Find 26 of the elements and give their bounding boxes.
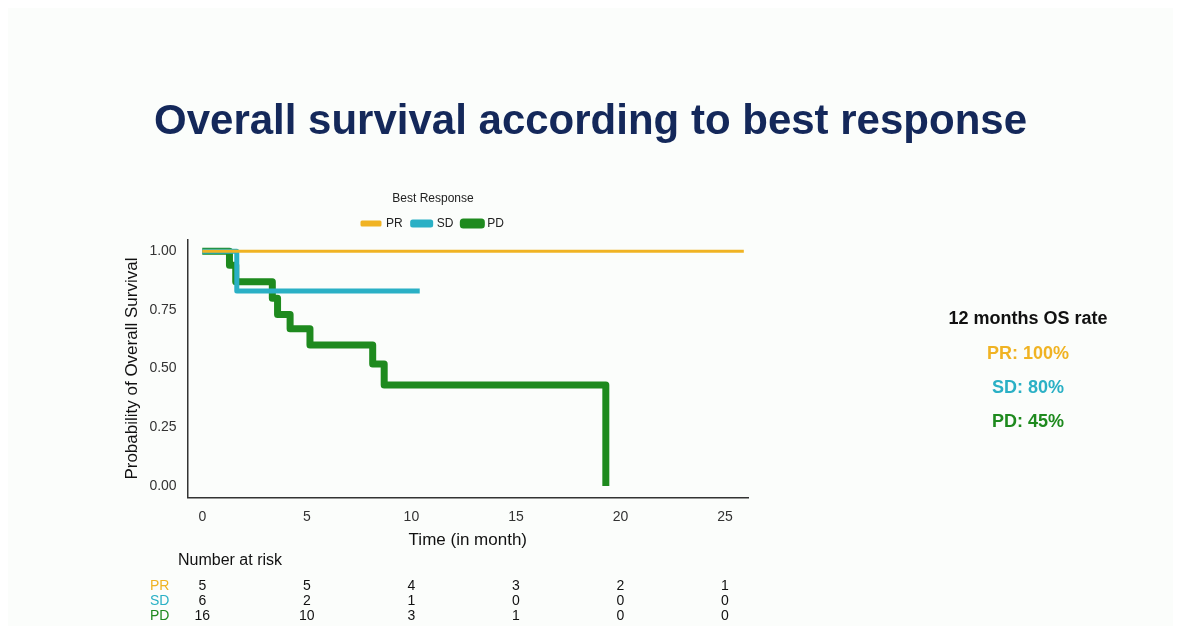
legend-title: Best Response bbox=[392, 191, 475, 206]
text: SD 6 2 1 0 0 0 bbox=[150, 592, 729, 608]
legend-label: PD bbox=[487, 215, 505, 230]
y-tick-label: 0.75 bbox=[149, 300, 177, 317]
text: PR 5 5 4 3 2 1 bbox=[150, 577, 729, 593]
y-tick-label: 0.50 bbox=[149, 359, 177, 376]
x-tick-label: 10 bbox=[403, 508, 420, 525]
y-tick-label: 1.00 bbox=[149, 242, 177, 258]
legend-label: SD bbox=[436, 215, 454, 230]
text: PR: 100% bbox=[985, 343, 1070, 364]
x-tick-label: 20 bbox=[612, 508, 629, 525]
text: SD: 80% bbox=[991, 377, 1065, 398]
x-tick-label: 15 bbox=[508, 508, 524, 525]
x-axis-title: Time (in month) bbox=[408, 530, 528, 550]
y-axis-title: Probability of Overall Survival bbox=[121, 257, 141, 480]
text: Number at risk bbox=[178, 551, 283, 569]
y-tick-label: 0.00 bbox=[149, 476, 177, 493]
legend-label: PR bbox=[386, 215, 403, 230]
chart-title: Overall survival according to best response bbox=[153, 96, 1028, 144]
x-tick-label: 25 bbox=[717, 508, 733, 525]
text: PD: 45% bbox=[991, 411, 1065, 432]
x-tick-label: 0 bbox=[198, 508, 207, 525]
text: 12 months OS rate bbox=[947, 308, 1109, 329]
y-tick-label: 0.25 bbox=[149, 418, 177, 435]
text: PD 16 10 3 1 0 0 bbox=[150, 607, 729, 623]
x-tick-label: 5 bbox=[302, 508, 311, 525]
